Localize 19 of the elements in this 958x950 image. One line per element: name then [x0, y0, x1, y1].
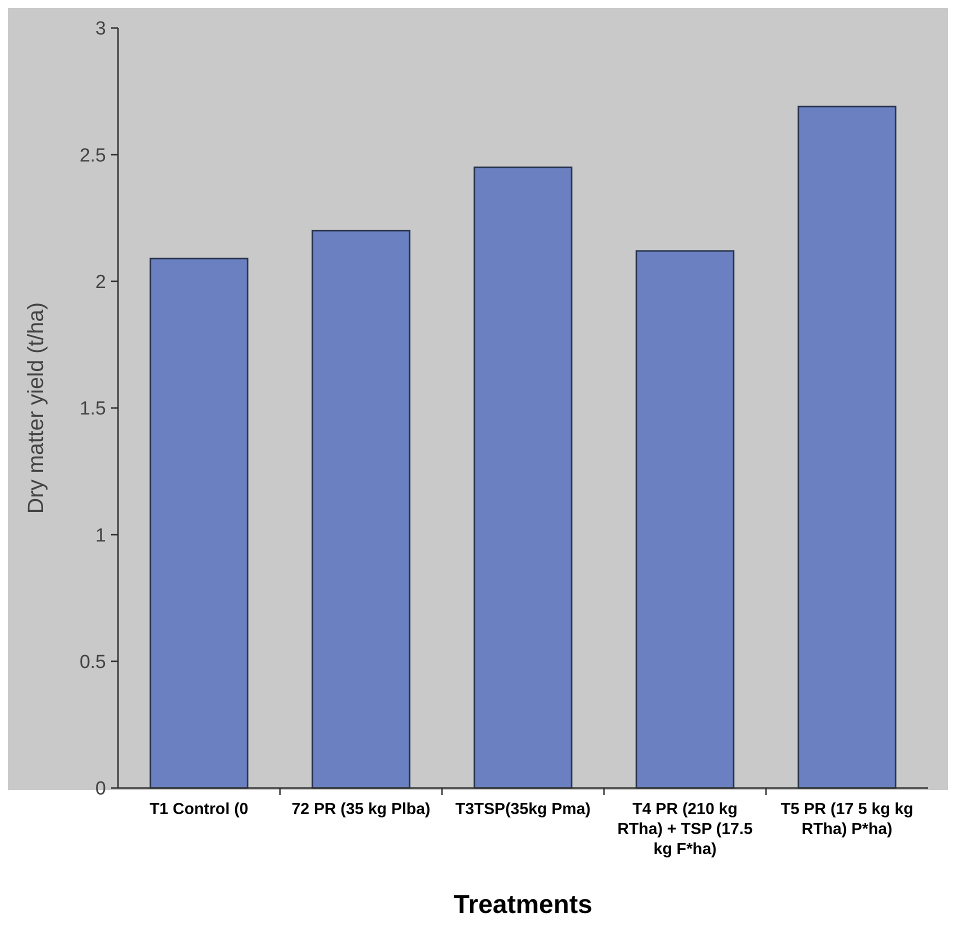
y-tick-label: 2: [95, 272, 106, 293]
y-tick-label: 2.5: [80, 145, 106, 166]
x-tick-label: 72 PR (35 kg Plba): [292, 801, 430, 818]
bar: [150, 258, 248, 789]
x-tick-label: T3TSP(35kg Pma): [455, 801, 591, 818]
bar: [798, 106, 896, 789]
y-tick-label: 0: [95, 778, 106, 800]
y-tick-label: 1: [95, 525, 106, 546]
bar: [474, 166, 572, 789]
y-tick-label: 3: [95, 18, 106, 40]
bar: [636, 250, 734, 789]
x-axis-title: Treatments: [454, 889, 592, 919]
x-tick-label: T5 PR (17 5 kg kg RTha) P*ha): [780, 801, 914, 838]
bar: [312, 230, 410, 789]
y-axis-title: Dry matter yield (t/ha): [23, 302, 48, 514]
y-tick-label: 0.5: [80, 652, 106, 673]
x-tick-label: T4 PR (210 kg RTha) + TSP (17.5 kg F*ha): [617, 801, 753, 858]
x-tick-label: T1 Control (0: [150, 801, 248, 818]
y-tick-label: 1.5: [80, 398, 106, 420]
